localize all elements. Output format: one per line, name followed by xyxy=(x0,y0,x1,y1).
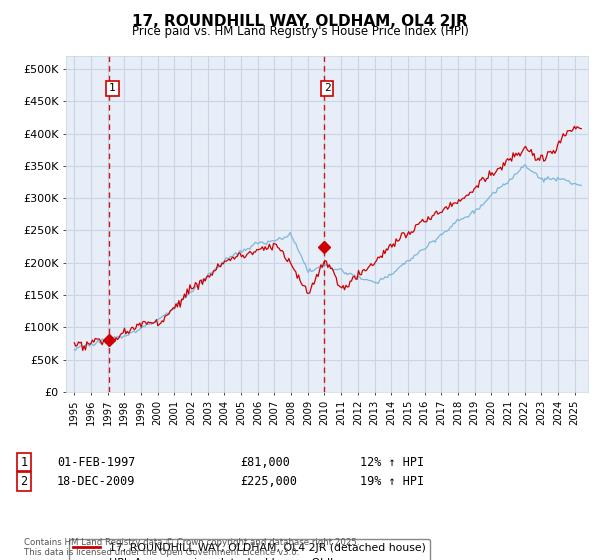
Text: 01-FEB-1997: 01-FEB-1997 xyxy=(57,455,136,469)
Text: Price paid vs. HM Land Registry's House Price Index (HPI): Price paid vs. HM Land Registry's House … xyxy=(131,25,469,38)
Text: 17, ROUNDHILL WAY, OLDHAM, OL4 2JR: 17, ROUNDHILL WAY, OLDHAM, OL4 2JR xyxy=(132,14,468,29)
Text: 1: 1 xyxy=(20,455,28,469)
Legend: 17, ROUNDHILL WAY, OLDHAM, OL4 2JR (detached house), HPI: Average price, detache: 17, ROUNDHILL WAY, OLDHAM, OL4 2JR (deta… xyxy=(69,539,430,560)
Text: 2: 2 xyxy=(324,83,331,94)
Text: 19% ↑ HPI: 19% ↑ HPI xyxy=(360,475,424,488)
Text: £225,000: £225,000 xyxy=(240,475,297,488)
Text: 12% ↑ HPI: 12% ↑ HPI xyxy=(360,455,424,469)
Text: 18-DEC-2009: 18-DEC-2009 xyxy=(57,475,136,488)
Text: £81,000: £81,000 xyxy=(240,455,290,469)
Text: 1: 1 xyxy=(109,83,116,94)
Text: 2: 2 xyxy=(20,475,28,488)
Text: Contains HM Land Registry data © Crown copyright and database right 2025.
This d: Contains HM Land Registry data © Crown c… xyxy=(24,538,359,557)
